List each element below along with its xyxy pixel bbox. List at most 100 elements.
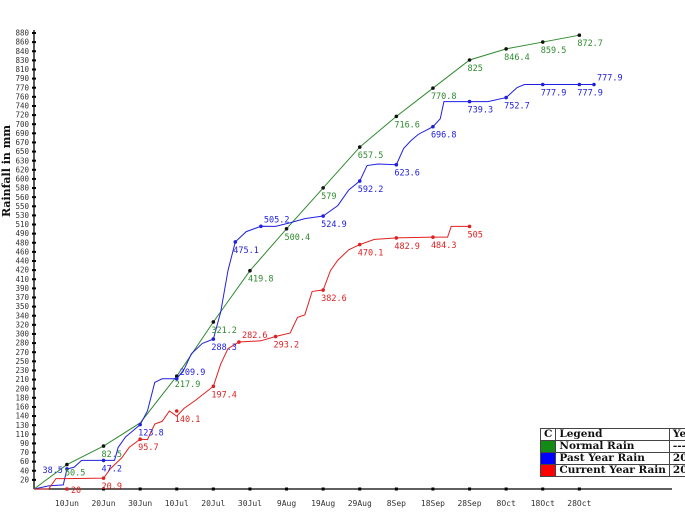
data-label-past-year-rain: 752.7: [504, 102, 530, 112]
y-tick: [32, 159, 36, 162]
y-tick-label: 210: [15, 375, 29, 384]
y-tick: [32, 132, 36, 135]
y-tick: [32, 296, 36, 299]
y-tick: [32, 323, 36, 326]
y-axis-title: Rainfall in mm: [0, 124, 13, 218]
data-point-normal-rain: [577, 33, 582, 37]
y-tick: [32, 396, 36, 399]
y-tick: [32, 269, 36, 272]
y-tick-label: 810: [15, 65, 29, 74]
y-tick-label: 560: [15, 193, 29, 202]
data-label-normal-rain: 825: [468, 64, 483, 74]
data-label-current-year-rain: 197.4: [211, 390, 237, 400]
y-tick-label: 90: [20, 439, 30, 448]
y-tick: [32, 451, 36, 454]
data-label-past-year-rain: 505.2: [264, 215, 290, 225]
legend-label-current: Current Year Rain: [555, 464, 670, 477]
y-tick: [32, 405, 36, 408]
data-label-past-year-rain: 777.9: [577, 88, 603, 98]
data-point-normal-rain: [394, 114, 399, 119]
data-point-normal-rain: [101, 444, 106, 448]
data-point-normal-rain: [248, 268, 252, 273]
y-tick-label: 760: [15, 92, 29, 101]
series-line-normal-rain: [33, 34, 580, 490]
y-tick-label: 180: [15, 393, 29, 402]
x-tick-label: 28Sep: [457, 499, 481, 508]
legend-label-past: Past Year Rain: [555, 452, 670, 465]
data-label-normal-rain: 859.5: [541, 46, 567, 56]
data-label-normal-rain: 579: [321, 192, 336, 202]
x-tick-label: 30Jun: [128, 499, 152, 508]
data-point-normal-rain: [467, 58, 472, 62]
y-tick: [32, 141, 36, 144]
y-tick: [32, 415, 36, 418]
y-tick-label: 490: [15, 229, 29, 238]
x-tick: [468, 487, 472, 491]
x-tick: [358, 487, 362, 491]
y-tick-label: 270: [15, 348, 29, 357]
y-tick-label: 670: [15, 138, 29, 147]
data-label-normal-rain: 321.2: [211, 326, 237, 336]
y-tick: [32, 387, 36, 390]
data-label-current-year-rain: 282.6: [242, 331, 268, 341]
data-label-normal-rain: 82.5: [102, 450, 122, 460]
x-tick-label: 19Aug: [311, 499, 335, 508]
data-point-past-year-rain: [233, 240, 238, 244]
legend-table: C Legend Year Normal Rain ---- Past Year…: [539, 428, 685, 477]
y-tick-label: 770: [15, 83, 29, 92]
y-tick: [32, 187, 36, 190]
y-tick: [32, 241, 36, 244]
x-tick-label: 10Jun: [55, 499, 79, 508]
x-tick: [248, 487, 252, 491]
y-tick: [32, 305, 36, 308]
y-tick-label: 550: [15, 202, 29, 211]
y-tick: [32, 77, 36, 80]
data-point-normal-rain: [504, 47, 508, 51]
data-label-current-year-rain: 482.9: [394, 242, 420, 252]
y-tick: [32, 232, 36, 235]
y-tick-label: 280: [15, 339, 29, 348]
data-point-current-year-rain: [65, 487, 69, 491]
x-tick: [211, 487, 215, 491]
data-point-current-year-rain: [431, 235, 435, 239]
series-line-current-year-rain: [34, 225, 470, 490]
data-point-normal-rain: [211, 320, 216, 324]
x-tick: [394, 487, 398, 491]
data-label-past-year-rain: 475.1: [233, 246, 259, 256]
y-tick: [32, 278, 36, 281]
data-label-normal-rain: 217.9: [175, 380, 201, 390]
y-tick: [32, 314, 36, 317]
y-tick-label: 70: [20, 448, 30, 457]
data-point-current-year-rain: [237, 340, 241, 344]
legend-header-c: C: [539, 428, 557, 441]
data-label-normal-rain: 770.8: [431, 92, 457, 102]
y-tick-label: 860: [15, 38, 29, 47]
y-tick: [32, 214, 36, 217]
data-label-normal-rain: 716.6: [394, 120, 420, 130]
y-tick-label: 690: [15, 129, 29, 138]
data-label-past-year-rain: 696.8: [431, 131, 457, 141]
legend-swatch-normal: [539, 440, 557, 453]
data-label-normal-rain: 419.8: [248, 275, 274, 285]
data-point-past-year-rain: [321, 214, 325, 218]
x-tick: [285, 487, 289, 491]
data-label-current-year-rain: 293.2: [274, 341, 300, 351]
y-tick-label: 790: [15, 74, 29, 83]
x-tick: [175, 487, 179, 491]
data-label-normal-rain: 50.5: [65, 469, 85, 479]
y-tick: [32, 205, 36, 208]
data-label-past-year-rain: 777.9: [541, 88, 567, 98]
y-tick: [32, 223, 36, 226]
y-tick-label: 230: [15, 366, 29, 375]
y-tick-label: 630: [15, 156, 29, 165]
data-label-past-year-rain: 592.2: [358, 185, 384, 195]
y-tick-label: 60: [20, 457, 30, 466]
x-tick-label: 8Oct: [497, 499, 516, 508]
y-tick-label: 200: [15, 384, 29, 393]
y-tick: [32, 95, 36, 98]
data-label-past-year-rain: 47.2: [102, 464, 122, 474]
data-label-past-year-rain: 209.9: [180, 368, 206, 378]
x-tick: [577, 487, 581, 491]
x-tick-label: 18Sep: [421, 499, 445, 508]
y-tick-label: 40: [20, 466, 30, 475]
